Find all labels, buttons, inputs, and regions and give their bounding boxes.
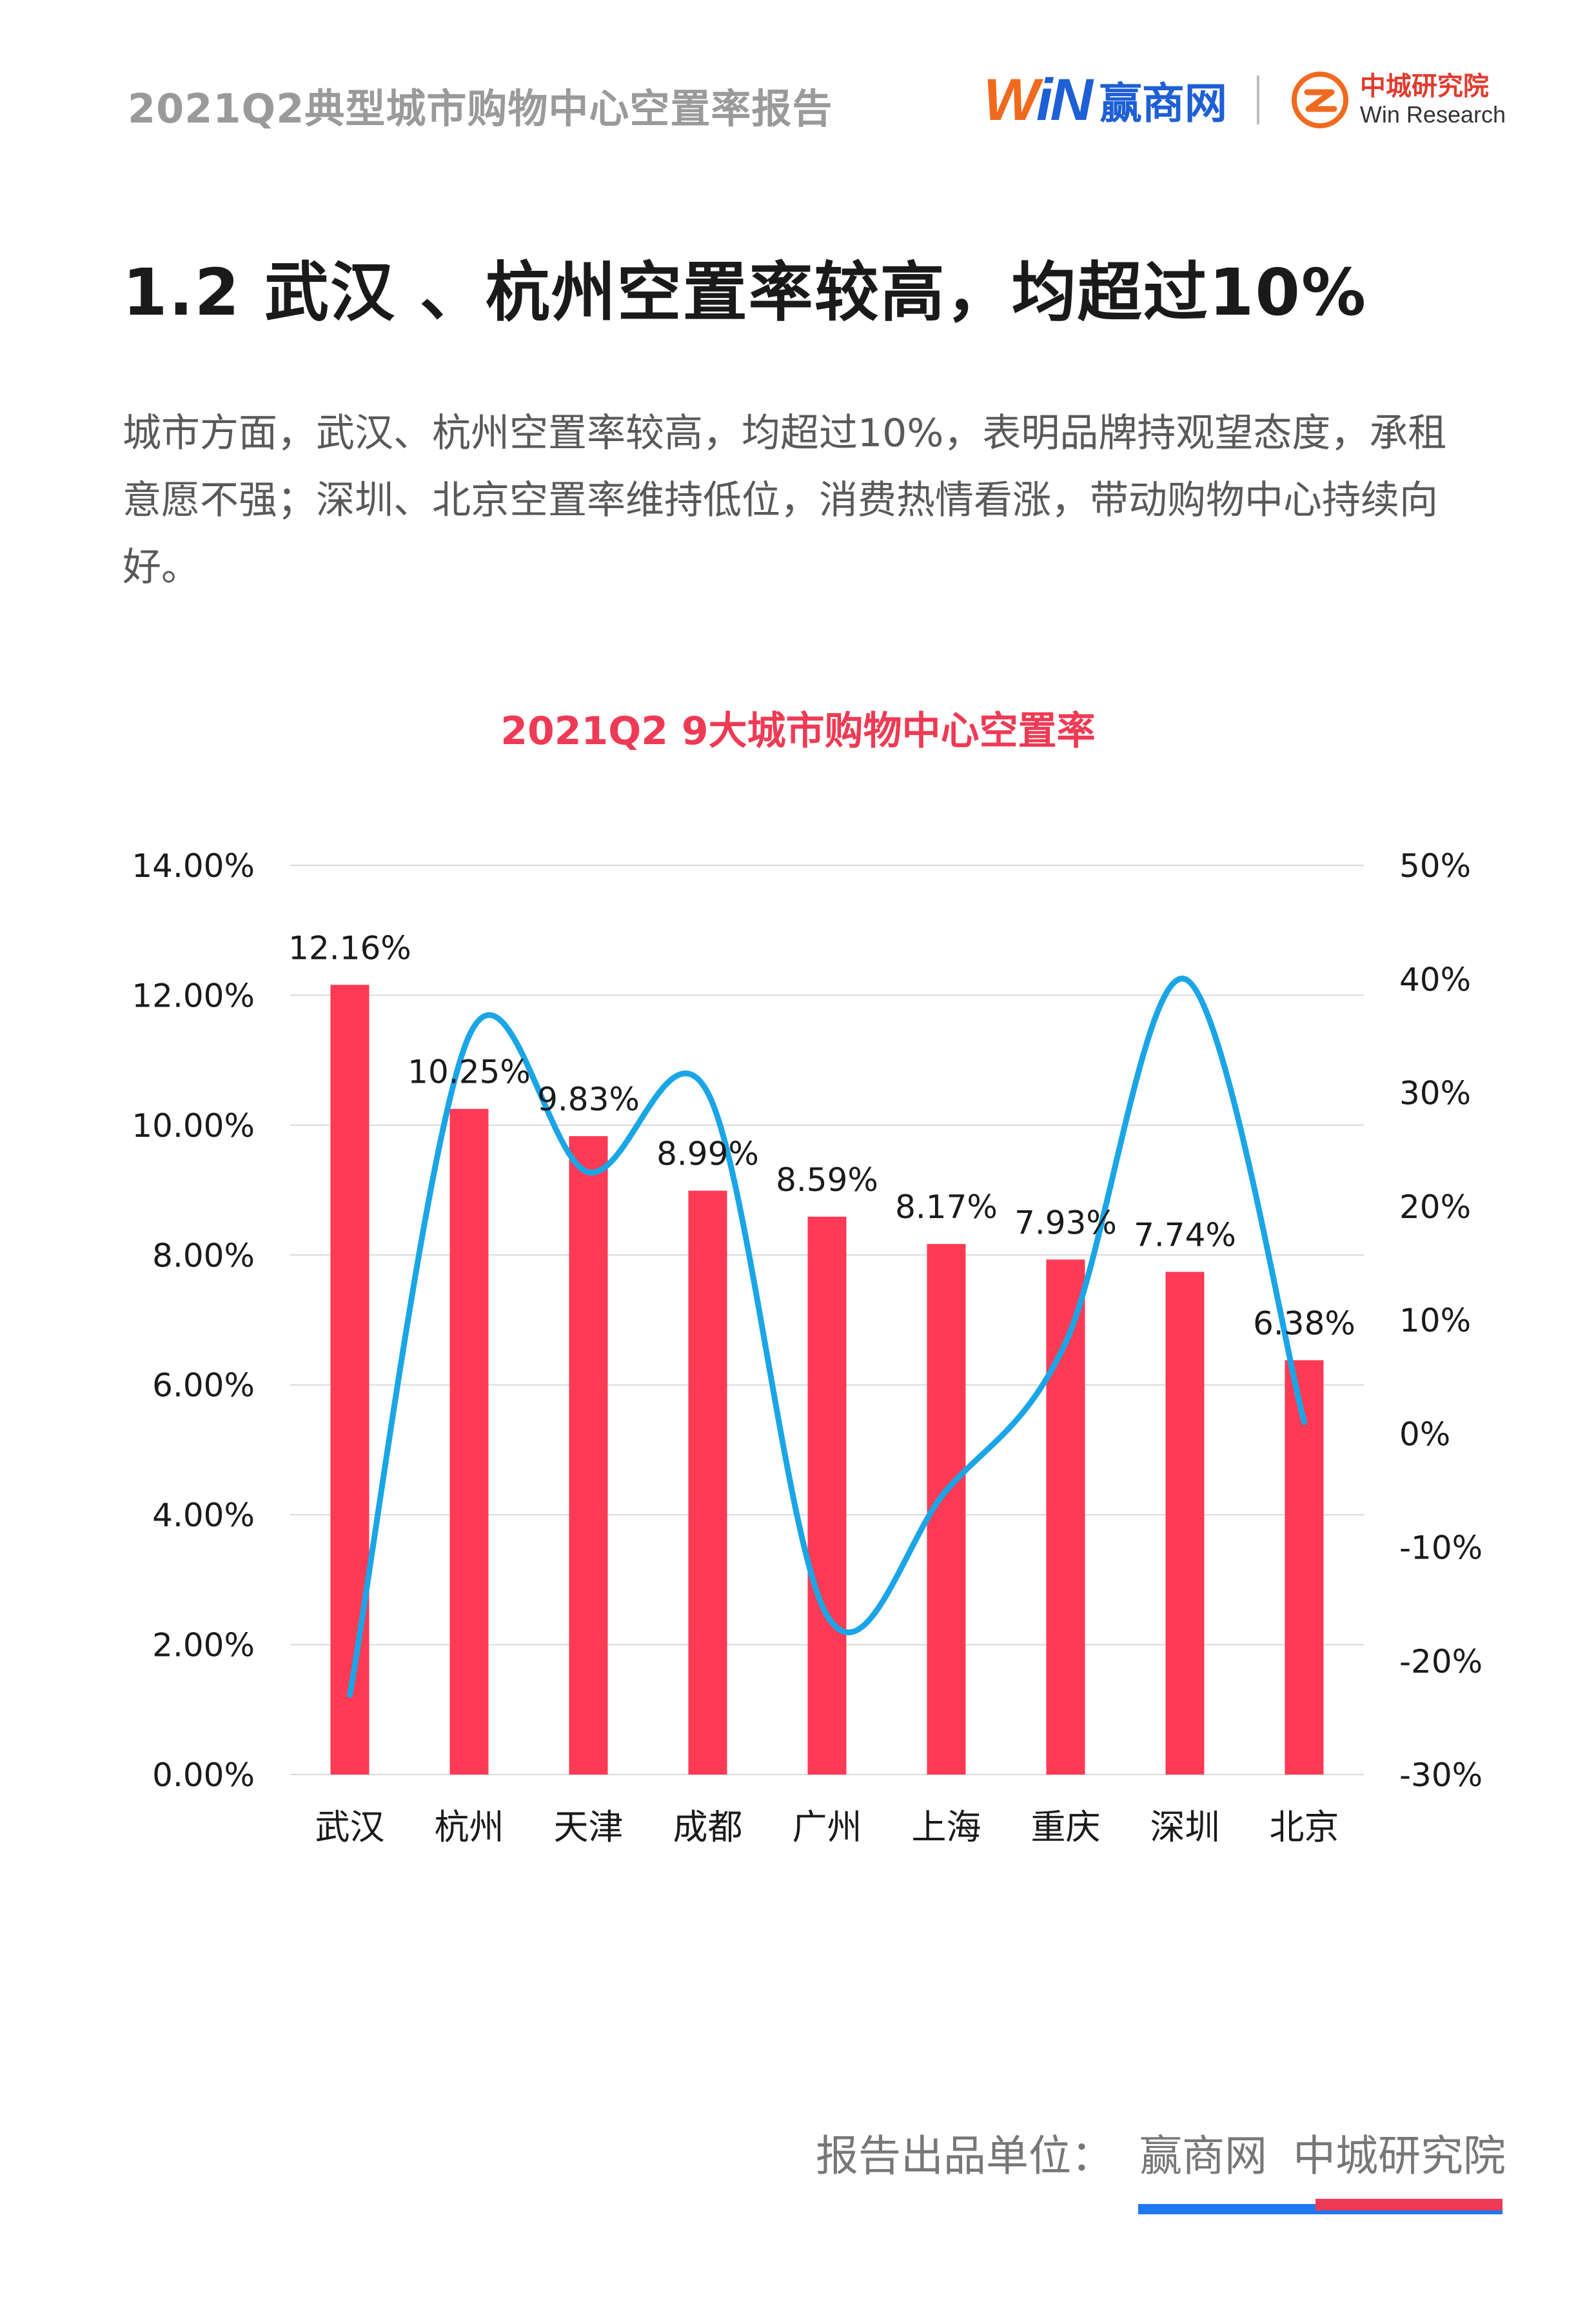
footer-credit: 报告出品单位： 赢商网 中城研究院 [816,2131,1506,2181]
y-left-tick-label: 14.00% [132,847,255,885]
x-tick-label: 广州 [793,1807,862,1847]
bar-data-label: 10.25% [408,1054,531,1091]
y-left-tick-label: 12.00% [132,977,255,1014]
y-right-tick-label: -10% [1399,1530,1483,1567]
section-body: 城市方面，武汉、杭州空置率较高，均超过10%，表明品牌持观望态度，承租意愿不强；… [123,411,1447,590]
bar [449,1108,489,1775]
x-tick-label: 北京 [1270,1807,1339,1847]
y-left-tick-label: 8.00% [152,1237,255,1274]
bar-data-label: 7.93% [1014,1204,1117,1241]
y-right-tick-label: 40% [1399,961,1471,998]
vacancy-rate-chart: 12.16% 10.25%9.83% 8.99% 8.59% 8.17% 7.93% 7.7… [132,847,1483,1847]
bar-data-label: 8.59% [776,1161,878,1199]
logo-divider [1256,75,1259,124]
bar-data-label: 8.17% [895,1188,998,1226]
x-tick-label: 天津 [554,1807,624,1847]
section-title: 1.2 武汉 、杭州空置率较高，均超过10% [123,255,1368,330]
x-tick-label: 深圳 [1150,1807,1220,1847]
y-right-tick-label: -30% [1399,1756,1483,1794]
y-right-tick-label: 10% [1399,1302,1471,1339]
bar [330,985,369,1775]
y-left-tick-label: 2.00% [152,1627,255,1664]
win-logo: WiN 赢商网 [983,66,1227,134]
bar [688,1190,727,1775]
report-title: 2021Q2典型城市购物中心空置率报告 [128,85,833,132]
y-right-tick-label: -20% [1399,1643,1483,1680]
logo-group: WiN 赢商网 中城研究院 Win Research [983,61,1506,139]
win-research-emblem-icon [1291,72,1348,128]
bar-data-label: 9.83% [537,1081,640,1118]
y-left-tick-label: 6.00% [152,1367,255,1404]
x-tick-label: 成都 [673,1807,743,1847]
bar-data-label: 6.38% [1253,1304,1355,1342]
bar [1165,1272,1205,1775]
win-research-name-cn: 中城研究院 [1359,72,1489,102]
footer-bar-line [1315,2210,1502,2214]
x-tick-label: 重庆 [1031,1807,1101,1847]
x-tick-label: 上海 [912,1807,981,1847]
bar-series [330,985,1324,1775]
bar-data-label: 12.16% [288,929,411,967]
win-logo-name: 赢商网 [1099,79,1227,128]
y-left-tick-label: 0.00% [152,1756,255,1794]
growth-line [347,976,1307,1698]
win-logo-mark: WiN [983,66,1093,133]
y-right-tick-label: 50% [1399,847,1471,885]
bar-data-label: 7.74% [1134,1216,1236,1254]
y-right-tick-label: 20% [1399,1188,1471,1226]
axes: 0.00% 2.00% 4.00% 6.00% 8.00% 10.00% 12.00% 14.… [132,847,1483,1847]
y-right-tick-label: 30% [1399,1075,1471,1112]
bar [569,1136,608,1775]
x-tick-label: 武汉 [315,1807,385,1847]
chart-title: 2021Q2 9大城市购物中心空置率 [500,709,1096,754]
bar-data-label: 8.99% [656,1136,759,1173]
footer-bar-blue [1138,2204,1315,2214]
x-tick-label: 杭州 [435,1807,504,1847]
y-left-tick-label: 10.00% [132,1107,255,1145]
y-right-tick-label: 0% [1399,1415,1450,1453]
bar [1285,1360,1324,1775]
data-labels: 12.16% 10.25%9.83% 8.99% 8.59% 8.17% 7.93% 7.7… [288,929,1355,1342]
footer-bar-red [1315,2199,1502,2213]
bar [807,1216,847,1775]
line-series [347,976,1307,1698]
win-research-name-en: Win Research [1359,101,1506,128]
y-left-tick-label: 4.00% [152,1497,255,1534]
win-research-logo: 中城研究院 Win Research [1289,69,1506,131]
